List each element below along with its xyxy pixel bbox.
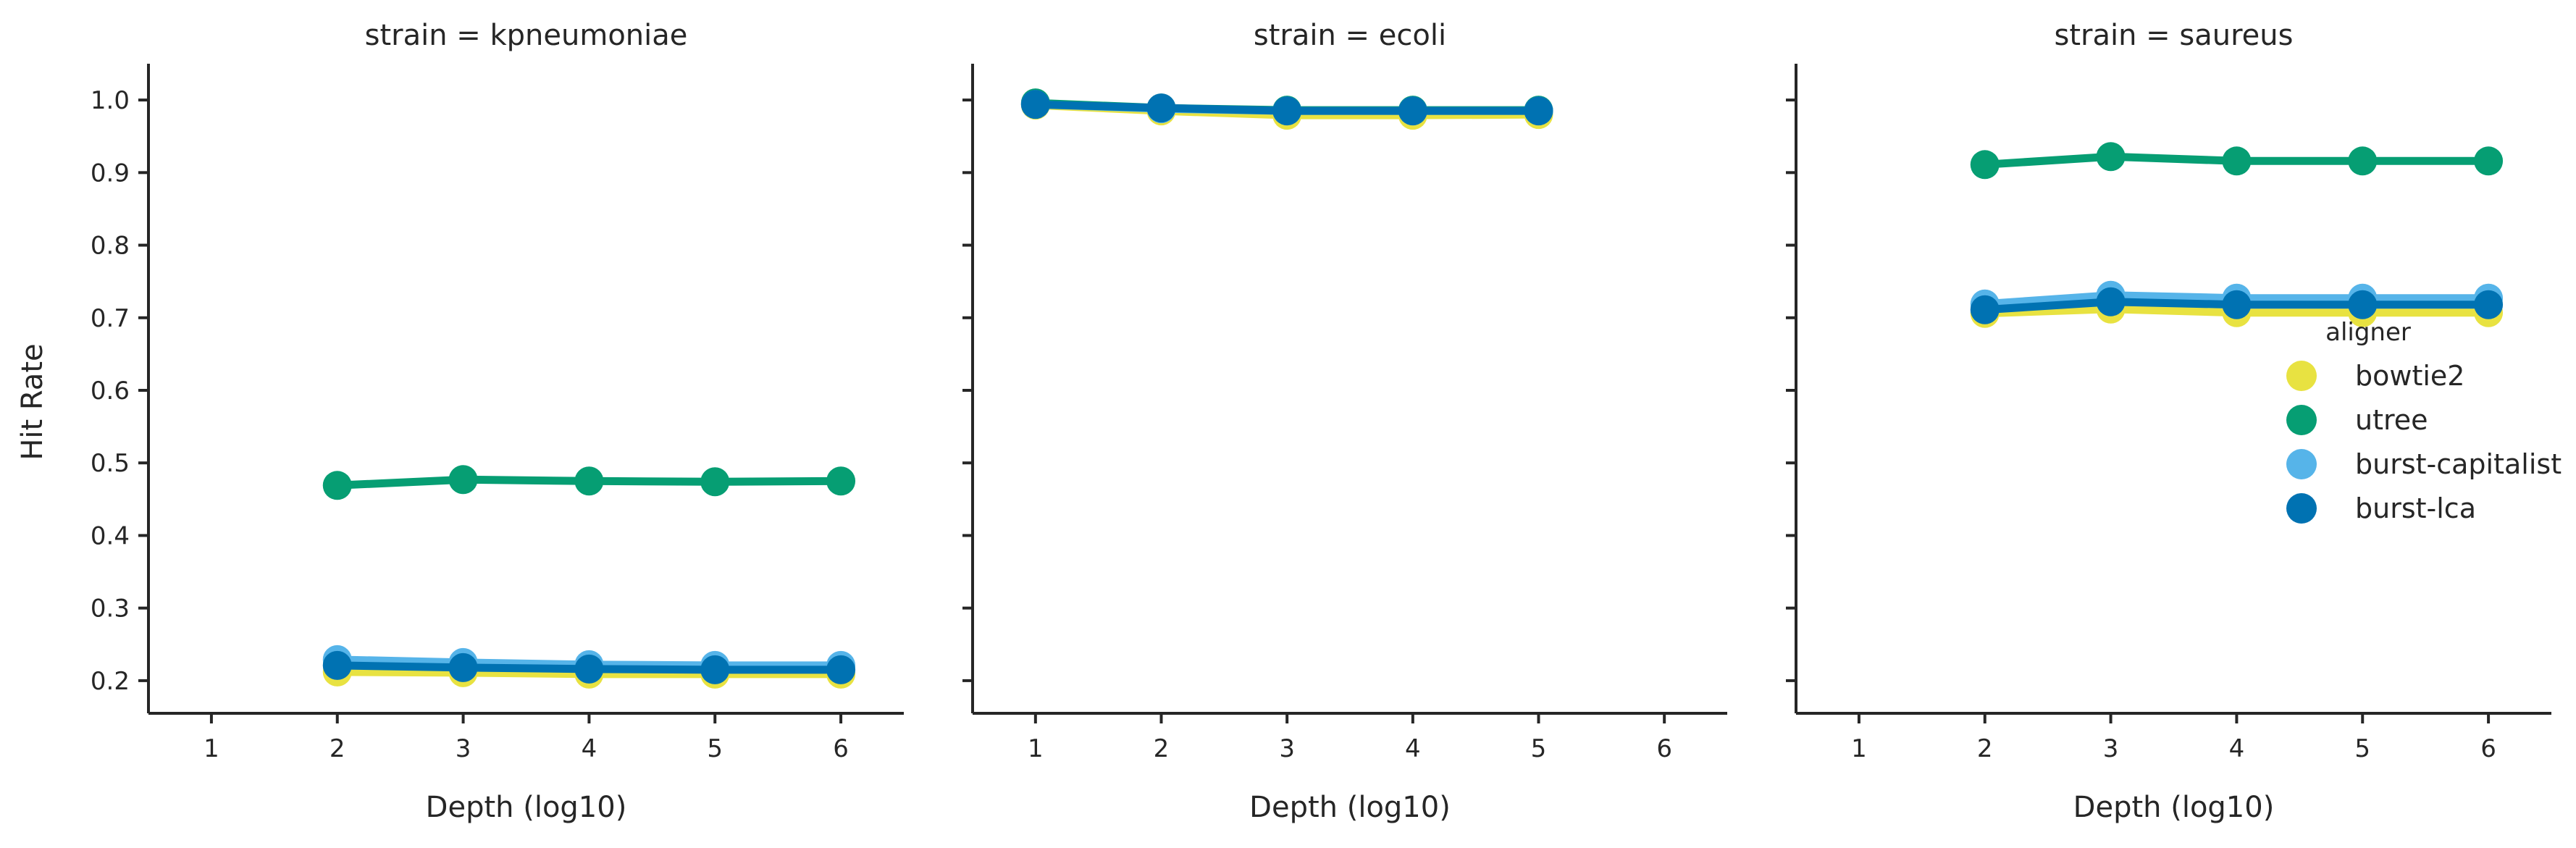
y-tick-label: 0.7 (91, 304, 130, 333)
series-utree (322, 465, 856, 500)
data-point-burst-lca (2222, 290, 2252, 319)
x-tick-label: 6 (1656, 734, 1672, 763)
data-point-utree (826, 466, 856, 496)
x-tick-label: 1 (1851, 734, 1867, 763)
legend-label: burst-lca (2355, 492, 2476, 524)
panel-2: strain = ecoli 1 2 3 4 5 6 Depth (log10) (962, 19, 1727, 824)
series-utree (1970, 142, 2504, 180)
legend-item-burst-lca: burst-lca (2286, 492, 2476, 524)
x-axis-title: Depth (log10) (1249, 791, 1451, 824)
legend-item-utree: utree (2286, 404, 2428, 436)
legend-item-burst-capitalist: burst-capitalist (2286, 448, 2562, 480)
legend-label: bowtie2 (2355, 360, 2464, 392)
data-point-utree (322, 471, 352, 500)
x-tick-label: 1 (1028, 734, 1044, 763)
data-point-burst-lca (2348, 290, 2378, 319)
data-point-burst-lca (2096, 287, 2126, 316)
legend-marker (2286, 449, 2317, 479)
data-point-burst-lca (826, 655, 856, 684)
y-tick-label: 0.2 (91, 667, 130, 696)
legend-label: burst-capitalist (2355, 448, 2562, 480)
x-tick-label: 4 (582, 734, 597, 763)
legend-label: utree (2355, 404, 2428, 436)
data-point-utree (574, 466, 604, 496)
series-burst-lca (1020, 90, 1553, 126)
data-point-burst-lca (700, 655, 730, 684)
legend-marker (2286, 361, 2317, 391)
data-point-burst-lca (574, 654, 604, 684)
series-burst-lca (1970, 287, 2504, 324)
data-point-burst-lca (448, 652, 478, 682)
x-tick-label: 4 (2229, 734, 2245, 763)
data-point-utree (448, 465, 478, 495)
x-tick-label: 5 (707, 734, 723, 763)
data-point-burst-lca (1020, 90, 1050, 119)
y-tick-label: 1.0 (91, 86, 130, 115)
x-tick-label: 6 (833, 734, 849, 763)
legend-item-bowtie2: bowtie2 (2286, 360, 2464, 392)
panel-1: strain = kpneumoniae 0.2 0.3 0.4 0.5 0.6 0.7 0.… (91, 19, 904, 824)
x-tick-label: 3 (456, 734, 471, 763)
panel-title: strain = ecoli (1254, 19, 1446, 52)
y-tick-label: 0.5 (91, 449, 130, 478)
legend: aligner bowtie2 utree burst-capitalist burs… (2286, 318, 2562, 524)
y-tick-label: 0.4 (91, 521, 130, 550)
y-axis-title: Hit Rate (16, 343, 49, 460)
data-point-burst-lca (1524, 96, 1553, 126)
data-point-burst-lca (2474, 290, 2504, 319)
x-axis-title: Depth (log10) (2073, 791, 2275, 824)
panel-title: strain = kpneumoniae (365, 19, 688, 52)
data-point-utree (2222, 146, 2252, 176)
series-burst-lca (322, 650, 856, 684)
legend-title: aligner (2325, 318, 2411, 347)
x-tick-label: 2 (1154, 734, 1170, 763)
y-tick-label: 0.8 (91, 232, 130, 261)
data-point-burst-lca (1146, 93, 1176, 123)
data-point-utree (700, 467, 730, 497)
x-tick-label: 3 (1279, 734, 1295, 763)
panel-title: strain = saureus (2055, 19, 2294, 52)
panel-3: strain = saureus 1 2 3 4 5 6 Depth (log10) (1786, 19, 2551, 824)
y-tick-label: 0.3 (91, 595, 130, 624)
data-point-utree (2474, 146, 2504, 176)
data-point-burst-lca (322, 650, 352, 680)
x-axis-title: Depth (log10) (426, 791, 627, 824)
data-point-burst-lca (1970, 295, 2000, 324)
x-tick-label: 2 (1977, 734, 1993, 763)
data-point-utree (2348, 146, 2378, 176)
data-point-burst-lca (1398, 96, 1427, 126)
panels: strain = kpneumoniae 0.2 0.3 0.4 0.5 0.6 0.7 0.… (91, 19, 2551, 824)
x-tick-label: 6 (2480, 734, 2496, 763)
legend-marker (2286, 493, 2317, 524)
x-tick-label: 1 (204, 734, 219, 763)
x-tick-label: 4 (1405, 734, 1421, 763)
data-point-burst-lca (1272, 96, 1302, 126)
x-tick-label: 5 (1531, 734, 1547, 763)
x-tick-label: 3 (2103, 734, 2119, 763)
data-point-utree (1970, 150, 2000, 180)
x-tick-label: 2 (330, 734, 345, 763)
legend-marker (2286, 405, 2317, 435)
data-point-utree (2096, 142, 2126, 172)
y-tick-label: 0.6 (91, 377, 130, 406)
x-tick-label: 5 (2354, 734, 2370, 763)
y-tick-label: 0.9 (91, 159, 130, 188)
